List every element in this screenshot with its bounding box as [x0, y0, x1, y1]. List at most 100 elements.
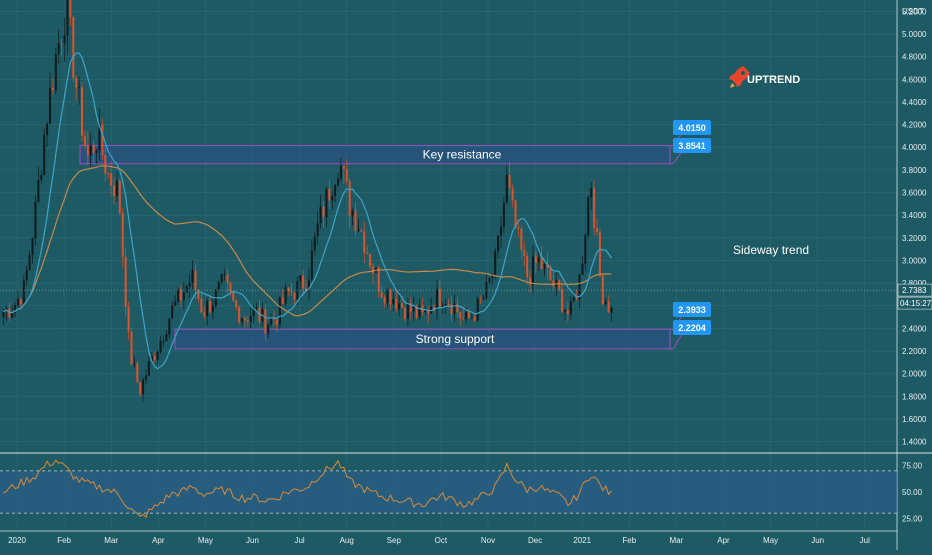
candle-body [389, 289, 392, 305]
time-axis-ticks: 2020 Feb Mar Apr May Jun Jul Aug Sep Oct Nov Dec 202… [8, 536, 870, 545]
candle-body [305, 288, 308, 292]
candle-body [331, 195, 334, 201]
candle-body [153, 355, 156, 360]
price-tick-label: 1.8000 [902, 392, 927, 401]
time-tick-label: Mar [104, 536, 118, 545]
candle-body [220, 274, 223, 283]
resistance-top-callout [673, 120, 711, 135]
candle-body [255, 307, 258, 309]
candle-body [386, 289, 389, 304]
candle-body [174, 301, 177, 306]
candle-body [447, 304, 450, 306]
time-tick-label: Apr [717, 536, 730, 545]
support-top-value: 2.3933 [678, 305, 706, 315]
resistance-zone [79, 145, 671, 165]
price-tick-label: 5.2000 [902, 7, 927, 16]
time-tick-label: Jun [246, 536, 259, 545]
candle-body [107, 173, 110, 175]
candle-body [529, 277, 532, 285]
candle-body [441, 305, 444, 307]
time-tick-label: 2021 [573, 536, 591, 545]
candle-body [243, 318, 246, 321]
candle-body [290, 291, 293, 293]
candle-body [508, 174, 511, 189]
rsi-tick-label: 75.00 [902, 462, 923, 471]
price-tick-label: 4.8000 [902, 53, 927, 62]
candle-body [514, 200, 517, 228]
candle-body [534, 256, 537, 263]
candle-body [171, 305, 174, 319]
candle-body [418, 305, 421, 318]
candle-body [270, 317, 273, 325]
candle-body [337, 178, 340, 186]
support-top-callout [673, 302, 711, 317]
candle-body [520, 228, 523, 250]
candle-body [438, 288, 441, 307]
candle-body [287, 287, 290, 292]
candle-body [424, 309, 427, 312]
candle-body [517, 227, 520, 229]
candle-body [563, 310, 567, 312]
candle-body [467, 312, 470, 318]
candle-body [72, 17, 75, 79]
moving-average-long [3, 165, 612, 317]
time-tick-label: Mar [670, 536, 684, 545]
candle-body [593, 188, 596, 229]
candle-body [124, 256, 127, 307]
candle-body [273, 317, 276, 320]
candle-body [465, 312, 468, 320]
candle-body [398, 303, 401, 310]
candle-body [252, 307, 255, 317]
candle-body [264, 309, 267, 334]
candle-body [241, 318, 244, 323]
candle-body [2, 311, 5, 318]
candle-body [354, 210, 357, 231]
price-callouts: 4.0150 3.8541 2.3933 2.2204 [670, 120, 711, 350]
candle-body [401, 303, 404, 308]
candle-body [139, 381, 142, 394]
candle-body [203, 312, 206, 316]
candle-body [191, 270, 194, 284]
candle-body [142, 379, 145, 394]
candle-body [479, 298, 482, 300]
candle-body [249, 316, 252, 322]
candle-body [145, 375, 148, 380]
candle-body [403, 307, 406, 319]
candle-body [357, 229, 360, 231]
candle-body [392, 298, 395, 305]
candle-body [578, 275, 581, 300]
time-tick-label: Aug [340, 536, 354, 545]
candle-body [456, 303, 459, 313]
rocket-icon [729, 66, 750, 88]
candle-body [83, 135, 86, 146]
candle-body [197, 289, 200, 300]
time-tick-label: Sep [387, 536, 402, 545]
candle-body [482, 298, 485, 300]
candle-body [118, 180, 121, 214]
candle-body [345, 168, 348, 182]
candle-body [147, 361, 150, 376]
candle-body [57, 43, 60, 55]
current-price-box [897, 283, 932, 297]
candle-body [476, 298, 479, 321]
candle-body [168, 318, 171, 335]
candle-body [572, 297, 575, 302]
candle-body [66, 0, 69, 36]
candle-body [604, 301, 607, 305]
candle-body [40, 175, 43, 181]
candle-body [69, 0, 72, 18]
candle-body [63, 35, 66, 44]
price-tick-label: 4.6000 [902, 75, 927, 84]
candle-body [575, 297, 578, 300]
candle-body [523, 249, 526, 256]
candle-body [546, 264, 549, 269]
time-tick-label: Apr [152, 536, 165, 545]
candle-body [569, 301, 572, 315]
candle-body [302, 275, 305, 289]
candles [2, 0, 613, 401]
candle-body [444, 304, 447, 306]
price-tick-label: 3.4000 [902, 211, 927, 220]
candle-body [209, 300, 212, 313]
